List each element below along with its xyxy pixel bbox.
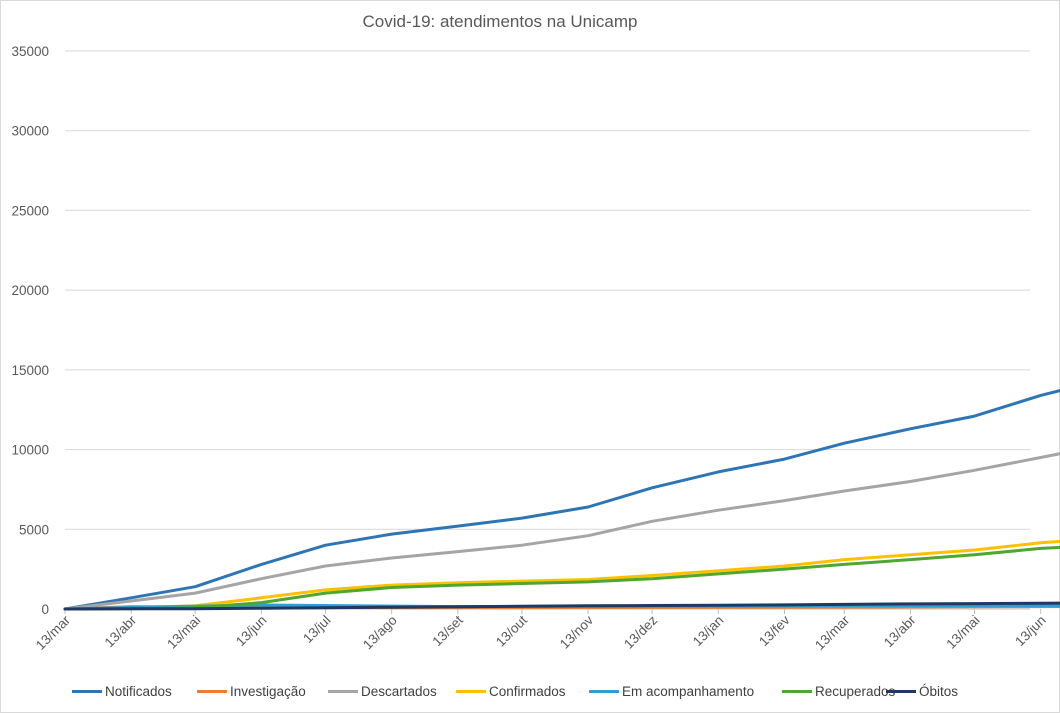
y-tick-label: 5000 bbox=[19, 522, 49, 537]
y-tick-label: 30000 bbox=[11, 124, 49, 139]
y-tick-label: 35000 bbox=[11, 44, 49, 59]
legend-item-confirmados: Confirmados bbox=[456, 682, 566, 700]
x-tick-label: 13/set bbox=[429, 612, 466, 649]
y-tick-label: 25000 bbox=[11, 203, 49, 218]
legend-label: Óbitos bbox=[919, 683, 959, 699]
legend-item-obitos: Óbitos bbox=[886, 682, 958, 700]
x-tick-label: 13/jun bbox=[233, 613, 270, 650]
legend-label: Em acompanhamento bbox=[622, 683, 755, 699]
x-tick-label: 13/mai bbox=[943, 613, 982, 652]
legend-swatch bbox=[886, 689, 916, 693]
x-tick-label: 13/mai bbox=[164, 613, 203, 652]
x-tick-label: 13/abr bbox=[102, 612, 140, 650]
x-tick-label: 13/jan bbox=[690, 613, 727, 650]
y-tick-label: 20000 bbox=[11, 283, 49, 298]
legend-item-descartados: Descartados bbox=[328, 682, 437, 700]
legend-label: Notificados bbox=[105, 683, 172, 699]
legend-swatch bbox=[589, 689, 619, 693]
x-tick-label: 13/mar bbox=[33, 612, 74, 653]
x-tick-label: 13/out bbox=[493, 612, 530, 649]
legend-item-recuperados: Recuperados bbox=[782, 682, 895, 700]
legend-item-notificados: Notificados bbox=[72, 682, 172, 700]
x-tick-label: 13/ago bbox=[360, 613, 400, 653]
series-line-notificados bbox=[63, 389, 1060, 611]
legend-swatch bbox=[72, 689, 102, 693]
legend-label: Confirmados bbox=[489, 683, 566, 699]
chart-title: Covid-19: atendimentos na Unicamp bbox=[362, 12, 638, 31]
legend-swatch bbox=[456, 689, 486, 693]
y-tick-label: 15000 bbox=[11, 363, 49, 378]
series-line-em-acompanhamento bbox=[63, 603, 1060, 611]
series-line-recuperados bbox=[63, 545, 1060, 611]
legend-swatch bbox=[328, 689, 358, 693]
legend-label: Descartados bbox=[361, 683, 437, 699]
x-tick-label: 13/jul bbox=[300, 613, 333, 646]
x-tick-label: 13/dez bbox=[621, 612, 660, 651]
legend-label: Investigação bbox=[230, 683, 306, 699]
legend-label: Recuperados bbox=[815, 683, 896, 699]
x-tick-label: 13/fev bbox=[756, 612, 793, 649]
chart-legend: Notificados Investigação Descartados Confir… bbox=[0, 682, 1060, 702]
x-tick-label: 13/mar bbox=[812, 612, 853, 653]
x-tick-label: 13/nov bbox=[557, 612, 596, 651]
x-tick-label: 13/jun bbox=[1012, 613, 1049, 650]
series-line-confirmados bbox=[63, 539, 1060, 611]
legend-item-em-acompanhamento: Em acompanhamento bbox=[589, 682, 754, 700]
series-line-obitos bbox=[63, 601, 1060, 611]
y-tick-label: 10000 bbox=[11, 443, 49, 458]
x-tick-label: 13/abr bbox=[881, 612, 919, 650]
series-line-descartados bbox=[63, 452, 1060, 611]
legend-swatch bbox=[197, 689, 227, 693]
legend-swatch bbox=[782, 689, 812, 693]
legend-item-investigacao: Investigação bbox=[197, 682, 306, 700]
y-tick-label: 0 bbox=[41, 602, 49, 617]
